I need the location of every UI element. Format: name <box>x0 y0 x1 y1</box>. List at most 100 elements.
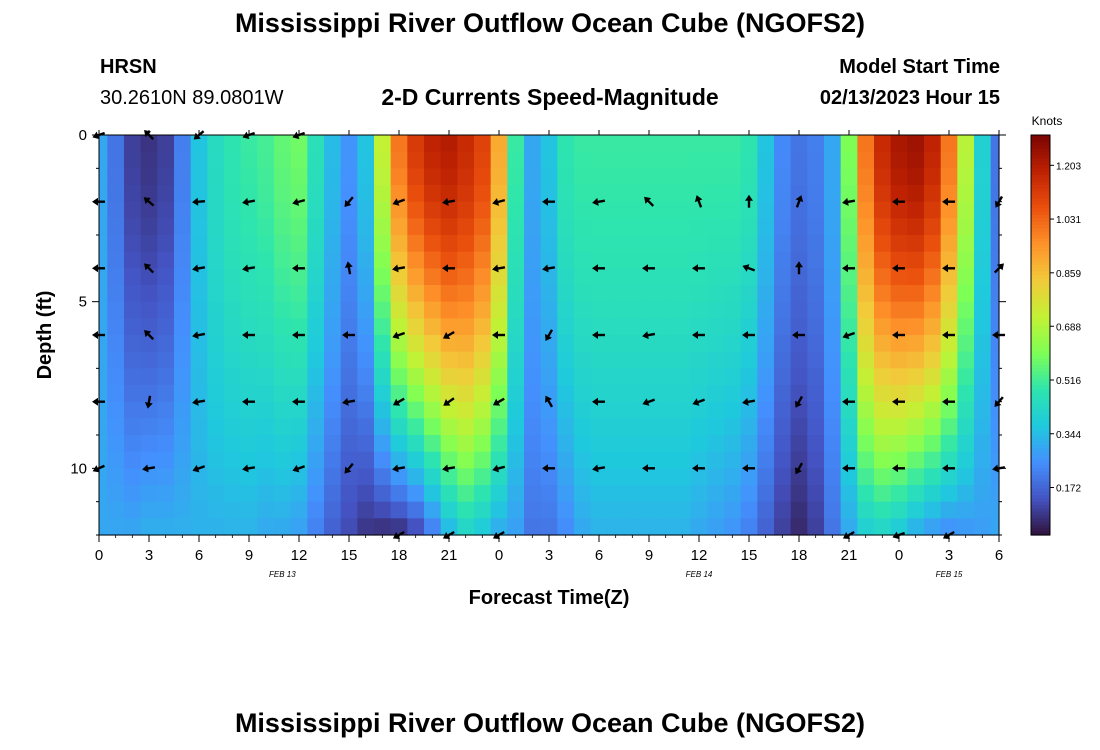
heatmap-cell <box>115 368 125 386</box>
heatmap-cell <box>632 151 642 169</box>
current-arrow <box>742 464 755 473</box>
heatmap-cell <box>699 451 708 469</box>
heatmap-cell <box>724 401 733 419</box>
heatmap-cell <box>407 385 417 403</box>
heatmap-cell <box>457 485 467 503</box>
heatmap-cell <box>107 501 117 519</box>
current-arrow <box>342 331 355 339</box>
heatmap-cell <box>99 135 108 153</box>
heatmap-cell <box>99 368 108 386</box>
heatmap-cell <box>707 201 717 219</box>
heatmap-cell <box>649 351 658 369</box>
heatmap-cell <box>257 268 267 286</box>
current-arrow <box>542 197 555 206</box>
heatmap-cell <box>890 235 900 253</box>
heatmap-cell <box>390 285 400 303</box>
heatmap-cell <box>399 168 408 186</box>
heatmap-cell <box>724 218 733 236</box>
heatmap-cell <box>232 501 242 519</box>
colorbar-segment <box>1031 481 1050 486</box>
heatmap-cell <box>224 201 233 219</box>
heatmap-cell <box>174 218 183 236</box>
heatmap-cell <box>215 235 225 253</box>
heatmap-cell <box>182 285 192 303</box>
heatmap-cell <box>707 385 717 403</box>
heatmap-cell <box>182 268 192 286</box>
current-arrow <box>292 264 305 273</box>
heatmap-cell <box>524 218 533 236</box>
heatmap-cell <box>240 135 250 153</box>
heatmap-cell <box>982 185 992 203</box>
heatmap-cell <box>374 351 383 369</box>
heatmap-cell <box>857 418 867 436</box>
heatmap-cell <box>624 168 633 186</box>
heatmap-cell <box>940 368 950 386</box>
heatmap-cell <box>857 435 867 453</box>
heatmap-cell <box>174 235 183 253</box>
current-arrow <box>292 397 305 406</box>
heatmap-cell <box>882 251 892 269</box>
heatmap-cell <box>432 385 442 403</box>
heatmap-cell <box>790 151 800 169</box>
current-arrow <box>392 198 406 206</box>
heatmap-cell <box>199 335 208 353</box>
heatmap-cell <box>724 185 733 203</box>
heatmap-cell <box>574 418 583 436</box>
heatmap-cell <box>907 335 917 353</box>
heatmap-cell <box>915 135 925 153</box>
heatmap-cell <box>715 268 725 286</box>
heatmap-cell <box>340 335 350 353</box>
heatmap-cell <box>732 485 742 503</box>
x-tick-label: 9 <box>245 547 253 564</box>
heatmap-cell <box>799 285 808 303</box>
heatmap-cell <box>399 185 408 203</box>
heatmap-cell <box>282 418 292 436</box>
heatmap-cell <box>899 451 908 469</box>
heatmap-cell <box>115 185 125 203</box>
heatmap-cell <box>924 368 933 386</box>
heatmap-cell <box>949 268 958 286</box>
heatmap-cell <box>440 168 450 186</box>
heatmap-cell <box>582 401 592 419</box>
heatmap-cell <box>499 401 508 419</box>
heatmap-cell <box>115 501 125 519</box>
heatmap-cell <box>799 485 808 503</box>
x-tick-label: 18 <box>391 547 408 564</box>
heatmap-cell <box>132 251 142 269</box>
heatmap-cell <box>382 151 392 169</box>
heatmap-cell <box>640 401 650 419</box>
heatmap-cell <box>257 401 267 419</box>
heatmap-cell <box>607 468 617 486</box>
heatmap-cell <box>465 151 475 169</box>
heatmap-cell <box>740 385 750 403</box>
heatmap-cell <box>340 351 350 369</box>
heatmap-cell <box>924 435 933 453</box>
heatmap-cell <box>557 518 567 536</box>
heatmap-cell <box>757 351 767 369</box>
heatmap-cell <box>174 451 183 469</box>
heatmap-cell <box>615 185 625 203</box>
heatmap-cell <box>307 235 317 253</box>
heatmap-cell <box>432 285 442 303</box>
heatmap-cell <box>757 201 767 219</box>
heatmap-cell <box>540 185 550 203</box>
heatmap-cell <box>790 251 800 269</box>
heatmap-cell <box>957 335 967 353</box>
heatmap-cell <box>657 218 667 236</box>
heatmap-cell <box>407 301 417 319</box>
heatmap-cell <box>390 468 400 486</box>
heatmap-cell <box>124 385 133 403</box>
heatmap-cell <box>782 151 792 169</box>
heatmap-cell <box>524 451 533 469</box>
heatmap-cell <box>99 468 108 486</box>
heatmap-cell <box>774 485 783 503</box>
heatmap-cell <box>315 135 325 153</box>
heatmap-cell <box>807 135 817 153</box>
heatmap-cell <box>324 168 333 186</box>
heatmap-cell <box>540 468 550 486</box>
heatmap-cell <box>665 435 675 453</box>
heatmap-cell <box>549 201 558 219</box>
heatmap-cell <box>890 301 900 319</box>
heatmap-cell <box>982 201 992 219</box>
heatmap-cell <box>882 168 892 186</box>
